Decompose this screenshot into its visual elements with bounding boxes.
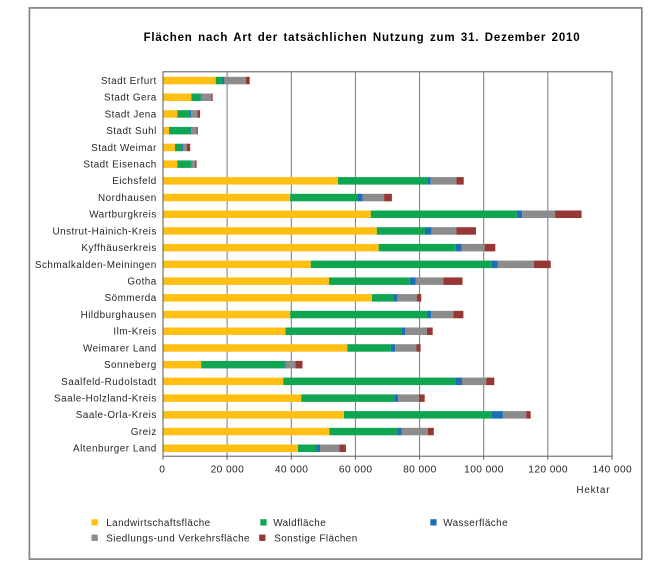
svg-text:Sömmerda: Sömmerda [105,293,157,304]
svg-text:Weimarer Land: Weimarer Land [83,343,157,354]
svg-text:Stadt Gera: Stadt Gera [104,93,157,104]
svg-text:Greiz: Greiz [131,427,157,438]
svg-text:Wasserfläche: Wasserfläche [443,518,508,529]
svg-text:Waldfläche: Waldfläche [273,518,326,529]
svg-text:0: 0 [159,464,165,475]
svg-text:Altenburger Land: Altenburger Land [73,444,157,455]
svg-text:Gotha: Gotha [127,277,156,288]
svg-text:Stadt Erfurt: Stadt Erfurt [101,76,157,87]
svg-text:Schmalkalden-Meiningen: Schmalkalden-Meiningen [35,260,157,271]
svg-text:120 000: 120 000 [528,464,568,475]
svg-text:Stadt Eisenach: Stadt Eisenach [83,160,156,171]
svg-text:20 000: 20 000 [211,464,245,475]
svg-text:Saale-Holzland-Kreis: Saale-Holzland-Kreis [54,394,157,405]
svg-text:Saalfeld-Rudolstadt: Saalfeld-Rudolstadt [61,377,157,388]
svg-text:60 000: 60 000 [339,464,373,475]
svg-text:Sonneberg: Sonneberg [104,360,157,371]
svg-text:Flächen nach Art der tatsächli: Flächen nach Art der tatsächlichen Nutzu… [144,32,581,44]
svg-text:80 000: 80 000 [403,464,437,475]
svg-text:100 000: 100 000 [464,464,504,475]
svg-text:Landwirtschaftsfläche: Landwirtschaftsfläche [106,518,210,529]
svg-text:Stadt Suhl: Stadt Suhl [106,126,157,137]
svg-text:Saale-Orla-Kreis: Saale-Orla-Kreis [76,410,157,421]
svg-text:Ilm-Kreis: Ilm-Kreis [113,327,156,338]
svg-text:40 000: 40 000 [275,464,309,475]
svg-text:Sonstige Flächen: Sonstige Flächen [274,533,358,544]
svg-text:Wartburgkreis: Wartburgkreis [89,210,157,221]
svg-text:Stadt Jena: Stadt Jena [105,109,157,120]
svg-text:Stadt Weimar: Stadt Weimar [91,143,157,154]
svg-text:Hektar: Hektar [576,485,610,496]
svg-text:Eichsfeld: Eichsfeld [112,176,157,187]
svg-text:Kyffhäuserkreis: Kyffhäuserkreis [81,243,156,254]
svg-text:Hildburghausen: Hildburghausen [81,310,157,321]
svg-text:Unstrut-Hainich-Kreis: Unstrut-Hainich-Kreis [52,226,156,237]
svg-text:Nordhausen: Nordhausen [98,193,157,204]
svg-text:Siedlungs-und Verkehrsfläche: Siedlungs-und Verkehrsfläche [106,533,250,544]
svg-text:140 000: 140 000 [592,464,632,475]
